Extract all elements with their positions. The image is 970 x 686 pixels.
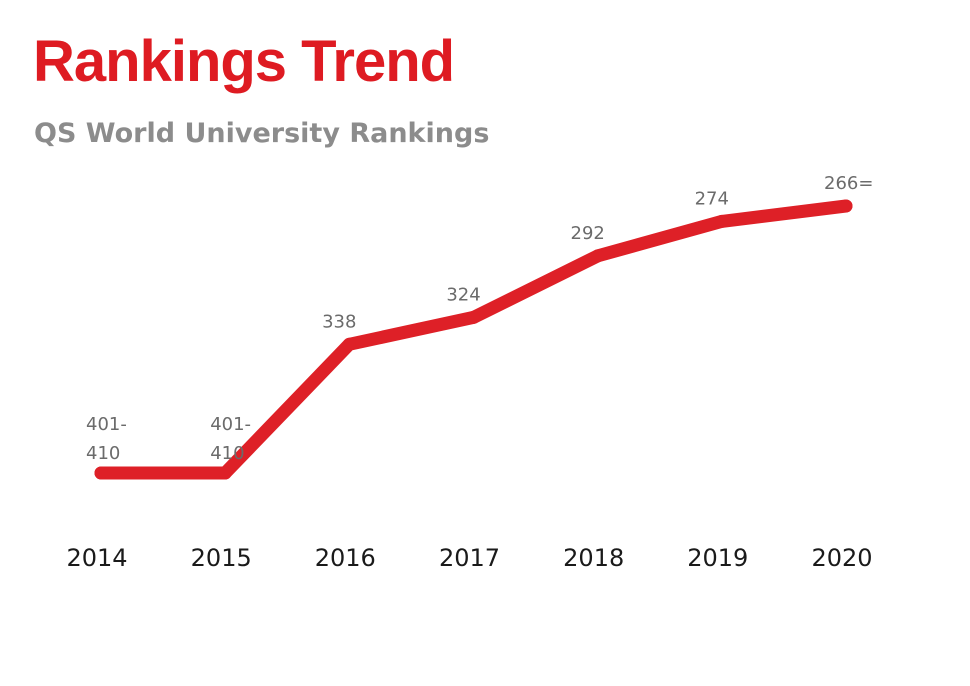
- x-tick-label-2020: 2020: [811, 544, 872, 572]
- data-point-2017: [467, 310, 480, 324]
- chart-subtitle: QS World University Rankings: [34, 118, 490, 149]
- x-tick-label-2017: 2017: [439, 544, 500, 572]
- data-label-2014: 401-410: [86, 414, 127, 464]
- data-label-2020: 266=: [824, 173, 873, 194]
- data-point-2019: [715, 214, 729, 228]
- x-tick-label-2014: 2014: [66, 544, 127, 572]
- data-label-2018: 292: [571, 223, 605, 244]
- data-point-2015: [218, 466, 232, 480]
- x-tick-label-2016: 2016: [315, 544, 376, 572]
- x-tick-label-2015: 2015: [191, 544, 252, 572]
- data-label-2017: 324: [446, 284, 480, 305]
- data-point-2014: [94, 466, 108, 480]
- x-tick-label-2019: 2019: [687, 544, 748, 572]
- data-point-2020: [839, 199, 853, 213]
- data-point-2018: [591, 249, 605, 263]
- data-label-2016: 338: [322, 311, 356, 332]
- data-point-2016: [342, 337, 356, 351]
- x-tick-label-2018: 2018: [563, 544, 624, 572]
- chart-title: Rankings Trend: [33, 29, 455, 94]
- data-label-2015: 401-410: [210, 414, 251, 464]
- data-label-2019: 274: [695, 188, 729, 209]
